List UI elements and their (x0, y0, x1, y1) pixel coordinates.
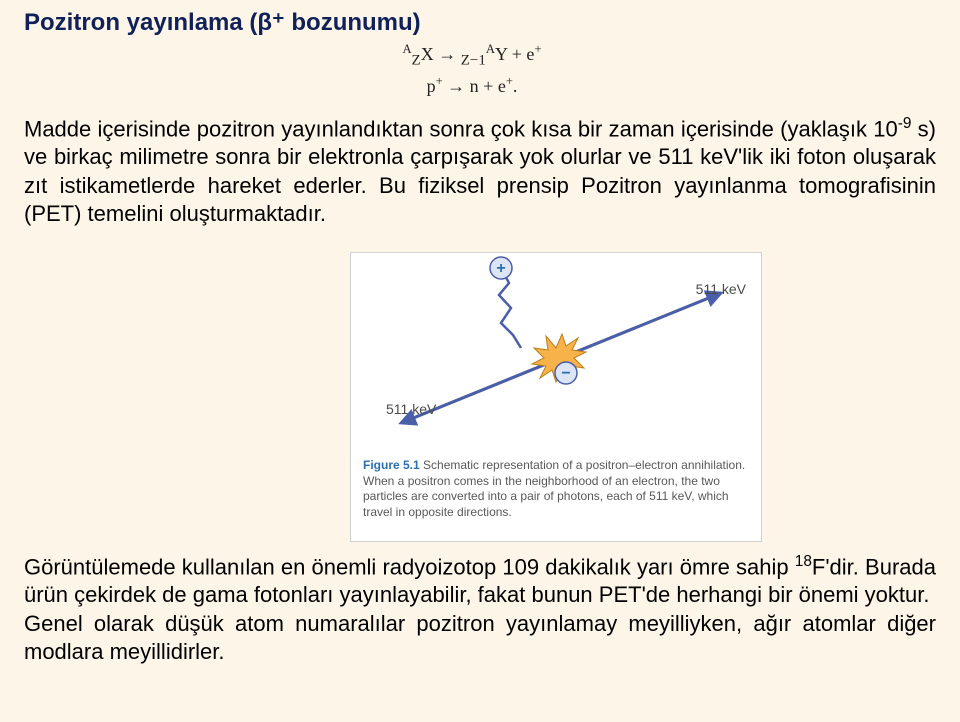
annihilation-figure: + − 511 keV 511 keV Figure 5.1 Schematic… (350, 252, 762, 542)
paragraph-2: Görüntülemede kullanılan en önemli radyo… (24, 552, 936, 666)
figure-caption-text: Schematic representation of a positron–e… (363, 458, 745, 519)
equation-line-1: AZX → Z−1AY + e+ (362, 40, 582, 72)
page-title: Pozitron yayınlama (β⁺ bozunumu) (24, 8, 421, 37)
svg-text:−: − (561, 365, 570, 382)
figure-caption-number: Figure 5.1 (363, 458, 420, 472)
decay-equations: AZX → Z−1AY + e+ p+ → n + e+. (362, 40, 582, 100)
svg-text:+: + (496, 260, 505, 277)
figure-label-511-bottom: 511 keV (386, 401, 436, 417)
equation-line-2: p+ → n + e+. (362, 72, 582, 100)
figure-caption: Figure 5.1 Schematic representation of a… (363, 458, 749, 520)
paragraph-1: Madde içerisinde pozitron yayınlandıktan… (24, 114, 936, 228)
figure-label-511-top: 511 keV (696, 281, 746, 297)
